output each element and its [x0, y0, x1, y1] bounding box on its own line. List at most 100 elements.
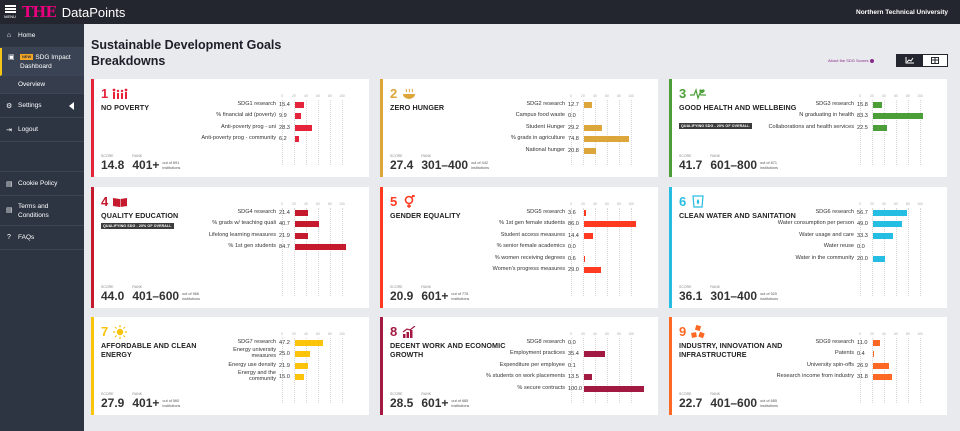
institution-count: out of 966 institutions: [182, 292, 201, 301]
metric-bar: [873, 124, 887, 131]
sdg-card-6[interactable]: 6 CLEAN WATER AND SANITATION SCORE 36.1 …: [669, 187, 947, 308]
score-label: SCORE: [390, 285, 403, 289]
metric-bar: [295, 232, 309, 239]
sdg-card-1[interactable]: 1 NO POVERTY SCORE 14.8 RANK 401+ out of…: [91, 79, 369, 177]
institution-count: out of 442 institutions: [471, 161, 490, 170]
menu-button[interactable]: MENU: [0, 0, 20, 24]
gear-icon: ⚙: [6, 102, 13, 110]
home-icon: ⌂: [6, 32, 12, 39]
institution-count: out of 776 institutions: [451, 292, 470, 301]
metric-bar-track: [295, 135, 355, 143]
metric-value: 28.3: [279, 124, 290, 131]
metric-bar: [584, 147, 597, 154]
sdg-title: DECENT WORK AND ECONOMIC GROWTH: [390, 341, 506, 359]
metric-value: 3.6: [568, 209, 576, 216]
score-label: SCORE: [390, 392, 403, 396]
rank-label: RANK: [421, 154, 432, 158]
metric-row: % senior female academics 0.0: [479, 242, 650, 254]
metric-bar: [873, 374, 893, 381]
sidebar-item-logout[interactable]: ⇥ Logout: [0, 118, 84, 142]
metric-label: % students on work placements: [486, 373, 565, 380]
metric-value: 0.0: [568, 339, 576, 346]
metric-row: Energy university measures 25.0: [210, 348, 361, 361]
metric-row: Water usage and care 33.3: [768, 230, 939, 242]
metric-label: National hunger: [525, 146, 566, 153]
metric-list: SDG8 research 0.0 Employment practices 3…: [461, 337, 650, 395]
metric-bar-track: [584, 339, 644, 347]
page-title: Sustainable Development Goals Breakdowns: [91, 38, 282, 68]
sdg-card-3[interactable]: 3 GOOD HEALTH AND WELLBEING QUALIFYING S…: [669, 79, 947, 177]
metric-value: 15.4: [279, 101, 290, 108]
document-icon: ▤: [6, 180, 13, 188]
sdg-card-header: 1: [101, 86, 128, 101]
metric-list: SDG2 research 12.7 Campus food waste 0.0…: [479, 99, 650, 157]
sidebar-item-label: Terms and Conditions: [18, 202, 49, 219]
metric-label: SDG9 research: [815, 338, 854, 345]
metric-bar: [584, 374, 593, 381]
metric-value: 13.5: [568, 374, 579, 381]
metric-bar-track: [295, 220, 355, 228]
score-value: 27.9: [101, 396, 125, 410]
hamburger-icon: [4, 8, 16, 10]
sidebar-item-label: SDG Impact Dashboard: [20, 54, 71, 70]
the-logo[interactable]: THE: [22, 3, 57, 21]
sidebar-item-overview[interactable]: Overview: [0, 76, 84, 94]
sidebar-item-terms[interactable]: ▤ Terms and Conditions: [0, 196, 84, 226]
sdg-card-4[interactable]: 4 QUALITY EDUCATION QUALIFYING SDG - 20%…: [91, 187, 369, 308]
metric-label: % grads w/ teaching quali: [212, 220, 276, 227]
metric-bar-track: [295, 373, 355, 381]
sidebar-item-settings[interactable]: ⚙ Settings: [0, 94, 84, 118]
sdg-number: 5: [390, 194, 398, 209]
metric-bar-track: [295, 209, 355, 217]
heartbeat-icon: [690, 87, 707, 101]
metric-bar: [584, 209, 587, 216]
sdg-card-7[interactable]: 7 AFFORDABLE AND CLEAN ENERGY SCORE 27.9…: [91, 317, 369, 415]
table-view-button[interactable]: [922, 54, 948, 67]
sidebar-spacer: [0, 142, 84, 172]
sdg-card-9[interactable]: 9 INDUSTRY, INNOVATION AND INFRASTRUCTUR…: [669, 317, 947, 415]
sidebar-item-label: Home: [18, 32, 36, 39]
book-icon: [112, 195, 128, 209]
score-label: SCORE: [390, 154, 403, 158]
brand-name[interactable]: DataPoints: [61, 4, 126, 20]
sdg-card-header: 8: [390, 324, 417, 339]
metric-row: SDG3 research 15.8: [750, 99, 939, 111]
institution-name: Northern Technical University: [856, 8, 948, 16]
metric-value: 12.7: [568, 101, 579, 108]
metric-label: Patents: [835, 350, 854, 357]
chart-view-button[interactable]: [896, 54, 922, 67]
sdg-card-2[interactable]: 2 ZERO HUNGER SCORE 27.4 RANK 301–400 ou…: [380, 79, 658, 177]
metric-bar-track: [873, 243, 933, 251]
sdg-card-8[interactable]: 8 DECENT WORK AND ECONOMIC GROWTH SCORE …: [380, 317, 658, 415]
metric-list: SDG9 research 11.0 Patents 0.4 Universit…: [768, 337, 939, 383]
metric-label: % financial aid (poverty): [216, 112, 276, 119]
metric-label: Anti-poverty prog - community: [201, 135, 276, 142]
metric-label: SDG2 research: [526, 100, 565, 107]
score-block: SCORE 41.7 RANK 601–800 out of 871 insti…: [679, 154, 792, 171]
sdg-card-header: 5: [390, 194, 417, 209]
metric-value: 31.8: [857, 374, 868, 381]
sidebar-item-home[interactable]: ⌂ Home: [0, 24, 84, 48]
metric-row: SDG1 research 15.4: [201, 99, 361, 111]
metric-row: Water consumption per person 49.0: [768, 219, 939, 231]
about-sdg-scores-link[interactable]: About the SDG Scores: [828, 58, 874, 63]
metric-value: 20.8: [568, 147, 579, 154]
metric-bar-track: [295, 362, 355, 370]
sidebar-item-faqs[interactable]: ? FAQs: [0, 226, 84, 250]
sidebar-item-sdg-dashboard[interactable]: ▣ NEW SDG Impact Dashboard: [0, 48, 84, 76]
metric-bar: [584, 101, 592, 108]
sidebar-item-cookie-policy[interactable]: ▤ Cookie Policy: [0, 172, 84, 196]
sdg-card-5[interactable]: 5 GENDER EQUALITY SCORE 20.9 RANK 601+ o…: [380, 187, 658, 308]
metric-label: SDG7 research: [237, 338, 276, 345]
metric-row: Lifelong learning measures 21.9: [198, 230, 361, 242]
metric-bar-track: [584, 209, 644, 217]
metric-row: Employment practices 35.4: [461, 349, 650, 361]
gender-icon: [401, 194, 417, 209]
metric-bar: [295, 374, 304, 381]
sidebar-item-label: Logout: [18, 126, 38, 133]
rank-label: RANK: [710, 154, 721, 158]
metric-label: SDG3 research: [815, 100, 854, 107]
sdg-title: NO POVERTY: [101, 103, 150, 112]
score-value: 28.5: [390, 396, 414, 410]
bar-scale: 0 20 40 60 80 100: [281, 202, 345, 206]
